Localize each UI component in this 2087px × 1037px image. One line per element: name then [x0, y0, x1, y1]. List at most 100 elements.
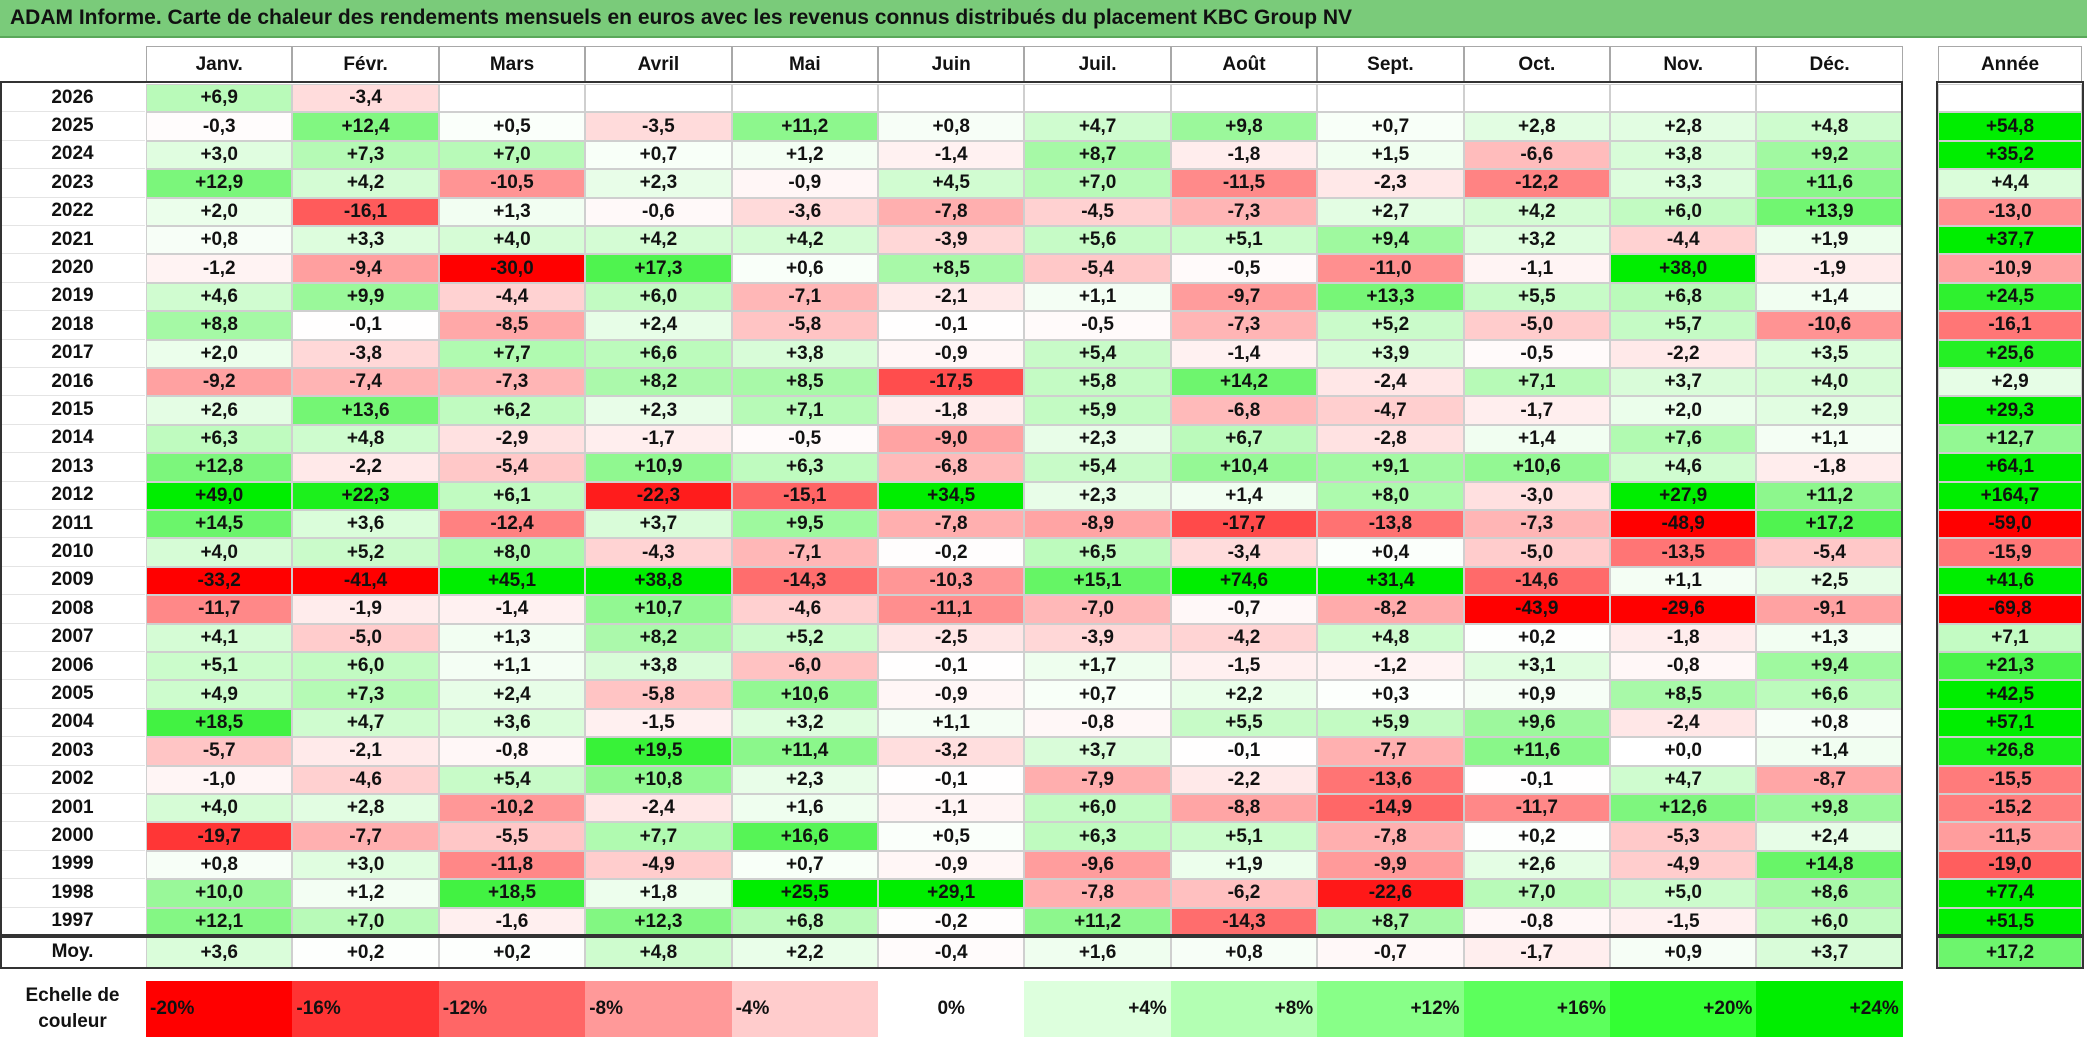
annual-cell: -15,5 [1938, 765, 2082, 794]
heatmap-cell: -1,8 [878, 396, 1025, 425]
heatmap-cell: -33,2 [146, 566, 293, 596]
heatmap-cell: +29,1 [878, 879, 1025, 908]
color-scale-title-line2: couleur [38, 1010, 107, 1032]
heatmap-cell: +3,7 [1024, 737, 1171, 766]
heatmap-cell [438, 84, 586, 113]
heatmap-cell: +2,7 [1317, 197, 1464, 226]
annual-cell: -59,0 [1938, 510, 2082, 539]
heatmap-cell: +0,8 [878, 112, 1025, 141]
heatmap-cell: -0,9 [731, 169, 878, 198]
heatmap-cell: +2,8 [1463, 112, 1610, 141]
heatmap-cell: -7,8 [878, 510, 1025, 539]
heatmap-cell: +6,6 [585, 339, 732, 368]
average-cell: +0,2 [438, 937, 586, 968]
heatmap-cell: +74,6 [1170, 566, 1318, 596]
heatmap-cell: +1,4 [1756, 737, 1903, 766]
heatmap-cell: -0,8 [1024, 708, 1171, 738]
heatmap-cell: +13,9 [1756, 197, 1903, 226]
heatmap-cell: +8,0 [1317, 481, 1464, 510]
heatmap-cell: +1,6 [731, 794, 878, 823]
heatmap-cell: -1,4 [438, 595, 586, 624]
heatmap-cell: +2,2 [1170, 680, 1318, 709]
year-label: 2004 [0, 709, 145, 738]
annual-cell: +7,1 [1938, 623, 2082, 652]
heatmap-cell: -7,1 [731, 538, 878, 567]
heatmap-cell: +5,7 [1610, 311, 1757, 340]
heatmap-cell: +4,6 [1610, 453, 1757, 482]
heatmap-cell: -7,1 [731, 282, 878, 312]
heatmap-cell: -0,1 [878, 311, 1025, 340]
heatmap-cell: +7,1 [1463, 368, 1610, 397]
year-label: 2010 [0, 538, 145, 567]
heatmap-cell: -0,3 [146, 112, 293, 141]
heatmap-cell: +1,8 [585, 879, 732, 908]
heatmap-cell: -1,0 [146, 765, 293, 794]
heatmap-cell: -3,0 [1463, 481, 1610, 510]
heatmap-cell: -5,8 [585, 680, 732, 709]
heatmap-cell: -9,7 [1170, 282, 1318, 312]
heatmap-cell: -4,9 [1610, 850, 1757, 880]
month-header: Mai [731, 46, 878, 83]
heatmap-cell: +5,1 [1170, 822, 1318, 851]
annual-cell: +26,8 [1938, 737, 2082, 766]
heatmap-cell: +1,2 [731, 140, 878, 170]
heatmap-cell: -0,5 [731, 424, 878, 454]
heatmap-cell: -1,2 [146, 254, 293, 283]
heatmap-cell: -43,9 [1463, 595, 1610, 624]
heatmap-cell: -3,4 [292, 84, 439, 113]
heatmap-cell: +5,4 [1024, 339, 1171, 368]
heatmap-cell: -11,0 [1317, 254, 1464, 283]
heatmap-cell: -16,1 [292, 197, 439, 226]
heatmap-cell: -12,2 [1463, 169, 1610, 198]
heatmap-cell: +8,0 [438, 538, 586, 567]
average-cell: +3,7 [1756, 937, 1903, 968]
heatmap-cell: +8,7 [1024, 140, 1171, 170]
year-label: 2019 [0, 283, 145, 312]
color-scale-swatch: +4% [1024, 981, 1171, 1037]
month-header: Nov. [1610, 46, 1757, 83]
heatmap-cell: +6,0 [292, 652, 439, 681]
heatmap-cell: +12,9 [146, 169, 293, 198]
average-cell: +4,8 [585, 937, 732, 968]
heatmap-cell: -41,4 [292, 566, 439, 596]
heatmap-cell: +4,0 [146, 538, 293, 567]
heatmap-cell: +12,6 [1610, 794, 1757, 823]
heatmap-cell: -5,5 [438, 822, 586, 851]
heatmap-cell: +3,8 [585, 652, 732, 681]
year-label: 1997 [0, 908, 145, 936]
color-scale-swatch: +8% [1170, 981, 1318, 1037]
heatmap-cell: +2,5 [1756, 566, 1903, 596]
heatmap-cell: +6,8 [1610, 282, 1757, 312]
annual-cell: +57,1 [1938, 708, 2082, 738]
month-header: Juil. [1024, 46, 1171, 83]
heatmap-cell: +2,3 [585, 396, 732, 425]
annual-cell [1938, 84, 2082, 113]
heatmap-cell: -0,5 [1024, 311, 1171, 340]
heatmap-cell: +5,2 [292, 538, 439, 567]
heatmap-cell: +7,0 [1463, 879, 1610, 908]
heatmap-cell: -13,6 [1317, 765, 1464, 794]
annual-cell: +37,7 [1938, 226, 2082, 255]
heatmap-cell: -9,0 [878, 424, 1025, 454]
heatmap-cell: +3,1 [1463, 652, 1610, 681]
heatmap-cell: +2,8 [1610, 112, 1757, 141]
heatmap-cell: +0,0 [1610, 737, 1757, 766]
heatmap-cell: -0,1 [1463, 765, 1610, 794]
heatmap-cell: -4,9 [585, 850, 732, 880]
heatmap-cell: -9,1 [1756, 595, 1903, 624]
year-label: 2021 [0, 226, 145, 255]
average-label: Moy. [0, 937, 145, 968]
heatmap-cell: +3,9 [1317, 339, 1464, 368]
heatmap-cell: -0,9 [878, 850, 1025, 880]
year-label: 2015 [0, 396, 145, 425]
heatmap-cell: -3,8 [292, 339, 439, 368]
heatmap-cell: +1,1 [1024, 282, 1171, 312]
heatmap-cell: -10,5 [438, 169, 586, 198]
color-scale-swatch: -4% [731, 981, 878, 1037]
heatmap-cell: +22,3 [292, 481, 439, 510]
heatmap-cell: +3,3 [1610, 169, 1757, 198]
heatmap-cell: +13,6 [292, 396, 439, 425]
heatmap-cell: -0,8 [1463, 907, 1610, 936]
heatmap-cell: -1,9 [292, 595, 439, 624]
heatmap-cell: +7,0 [438, 140, 586, 170]
